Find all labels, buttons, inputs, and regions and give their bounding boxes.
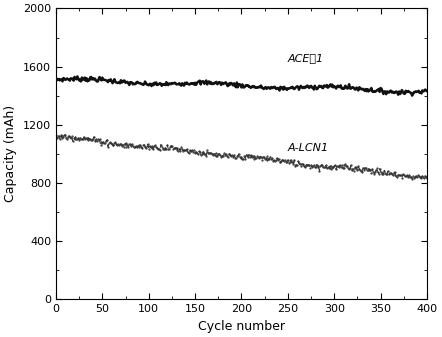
- Text: ACE山1: ACE山1: [288, 53, 324, 63]
- Y-axis label: Capacity (mAh): Capacity (mAh): [4, 105, 17, 202]
- X-axis label: Cycle number: Cycle number: [198, 319, 285, 333]
- Text: A-LCN1: A-LCN1: [288, 143, 329, 153]
